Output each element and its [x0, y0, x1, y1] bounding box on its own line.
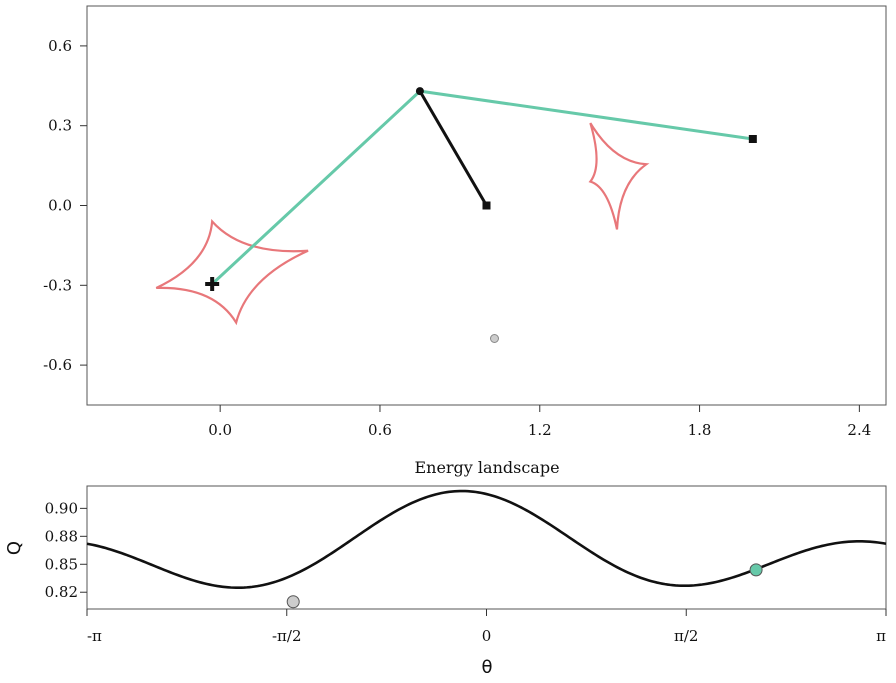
bottom-plot-frame	[86, 485, 887, 610]
top-y-tick-label: -0.3	[43, 276, 72, 294]
circle-marker	[415, 87, 424, 96]
bottom-y-tick-label: 0.82	[45, 583, 78, 601]
caustic-curve-left	[155, 218, 309, 326]
bottom-chart-title: Energy landscape	[414, 458, 559, 477]
black-path-line	[418, 90, 488, 207]
bottom-y-tick-label: 0.85	[45, 555, 78, 573]
bottom-x-tick-label: -π/2	[272, 627, 302, 645]
bottom-y-tick-label: 0.88	[45, 527, 78, 545]
top-y-tick-label: 0.6	[48, 37, 72, 55]
bottom-x-tick-label: π/2	[674, 627, 698, 645]
gray-circle-marker	[489, 334, 499, 343]
square-marker	[748, 135, 757, 143]
bottom-x-axis-title: θ	[481, 657, 492, 678]
top-y-tick-label: 0.3	[48, 117, 72, 135]
top-x-tick-label: 2.4	[847, 421, 871, 439]
top-panel: 0.0 0.6 1.2 1.8 2.4 0.6 0.3 0.0 -0.3 -0.…	[43, 5, 887, 439]
top-x-tick-label: 1.2	[528, 421, 552, 439]
bottom-x-tick-label: -π	[87, 627, 102, 645]
top-x-tick-label: 0.6	[368, 421, 392, 439]
bottom-x-axis: -π -π/2 0 π/2 π θ	[86, 609, 887, 678]
energy-curve-line	[86, 489, 887, 590]
top-x-tick-label: 1.8	[688, 421, 712, 439]
bottom-y-tick-label: 0.90	[45, 499, 78, 517]
bottom-x-tick-label: 0	[482, 627, 492, 645]
teal-path-line	[211, 89, 754, 286]
teal-energy-marker	[749, 563, 763, 577]
square-marker	[482, 201, 491, 210]
bottom-x-tick-label: π	[876, 627, 886, 645]
bottom-panel: Energy landscape 0.90 0.88 0.85 0.82 Q -…	[4, 458, 887, 678]
top-y-tick-label: -0.6	[43, 356, 72, 374]
gray-energy-marker	[286, 595, 300, 609]
bottom-y-axis: 0.90 0.88 0.85 0.82 Q	[4, 499, 87, 601]
top-y-tick-label: 0.0	[48, 197, 72, 215]
caustic-curve-right	[588, 122, 650, 230]
plus-marker	[205, 276, 220, 291]
bottom-markers	[286, 563, 763, 609]
top-y-axis: 0.6 0.3 0.0 -0.3 -0.6	[43, 37, 87, 374]
bottom-y-axis-title: Q	[4, 541, 25, 555]
top-markers	[205, 87, 757, 343]
top-x-tick-label: 0.0	[208, 421, 232, 439]
top-x-axis: 0.0 0.6 1.2 1.8 2.4	[208, 405, 871, 439]
